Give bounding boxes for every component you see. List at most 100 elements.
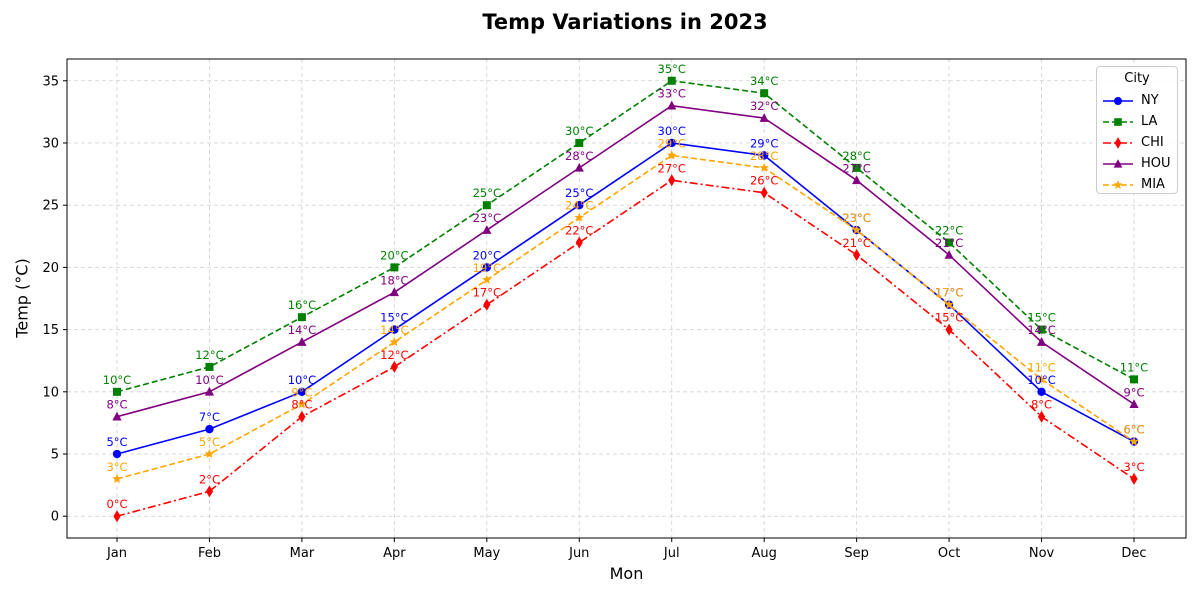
data-point-hou — [389, 287, 399, 297]
x-tick-label: Dec — [1121, 546, 1146, 561]
data-point-mia — [297, 399, 307, 409]
legend-marker-chi — [1114, 137, 1122, 149]
legend-item-la: LA — [1097, 112, 1177, 133]
data-label-mia: 29°C — [658, 136, 686, 150]
data-label-hou: 8°C — [106, 398, 127, 412]
x-tick-label: Apr — [383, 546, 406, 561]
x-tick-label: Feb — [198, 546, 221, 561]
legend-swatch-hou — [1103, 159, 1133, 168]
data-label-mia: 24°C — [565, 199, 593, 213]
data-point-chi — [483, 298, 491, 311]
data-point-mia — [482, 274, 492, 284]
plot-frame — [66, 58, 1187, 539]
data-label-ny: 17°C — [935, 286, 963, 300]
data-label-hou: 23°C — [473, 211, 501, 225]
data-label-ny: 23°C — [842, 211, 870, 225]
data-label-hou: 28°C — [565, 149, 593, 163]
data-label-mia: 17°C — [935, 286, 963, 300]
data-point-mia — [1129, 436, 1139, 446]
legend-label-chi: CHI — [1141, 135, 1164, 150]
data-label-chi: 17°C — [473, 286, 501, 300]
legend-item-hou: HOU — [1097, 154, 1177, 175]
data-point-chi — [113, 510, 121, 523]
series-line-la — [116, 79, 1135, 393]
data-point-hou — [297, 337, 307, 346]
data-point-ny — [297, 387, 307, 397]
data-label-chi: 8°C — [291, 398, 312, 412]
data-label-ny: 25°C — [565, 186, 593, 200]
y-tick-label: 15 — [42, 323, 59, 338]
data-point-ny — [205, 424, 214, 434]
legend-marker-mia — [1113, 180, 1123, 189]
data-label-mia: 14°C — [380, 323, 408, 337]
data-point-hou — [204, 386, 215, 396]
data-point-hou — [1036, 337, 1047, 346]
data-label-la: 25°C — [473, 186, 501, 200]
legend-swatch-la — [1103, 118, 1133, 126]
series-mia — [112, 150, 1139, 483]
data-label-hou: 10°C — [195, 373, 223, 387]
data-label-la: 10°C — [103, 373, 131, 387]
legend-marker-hou — [1113, 159, 1123, 168]
data-label-la: 30°C — [565, 124, 593, 138]
data-label-hou: 14°C — [288, 323, 316, 337]
data-point-chi — [1037, 410, 1046, 423]
data-label-chi: 15°C — [935, 311, 963, 325]
legend-item-ny: NY — [1097, 91, 1177, 112]
data-point-hou — [944, 249, 954, 259]
y-tick-label: 30 — [42, 136, 59, 151]
legend-item-chi: CHI — [1097, 133, 1177, 154]
data-label-mia: 9°C — [291, 385, 312, 399]
series-la — [113, 76, 1138, 396]
data-point-mia — [666, 150, 677, 160]
data-point-ny — [390, 325, 399, 334]
y-axis-label: Temp (°C) — [12, 258, 32, 338]
data-point-chi — [1130, 472, 1138, 485]
data-point-ny — [667, 138, 676, 148]
chart-title: Temp Variations in 2023 — [482, 10, 768, 34]
data-point-hou — [1129, 399, 1139, 409]
data-point-mia — [1036, 374, 1047, 384]
data-label-chi: 26°C — [750, 174, 778, 188]
data-point-mia — [944, 299, 954, 309]
data-point-chi — [575, 236, 583, 249]
data-label-ny: 15°C — [380, 311, 408, 325]
legend-swatch-mia — [1103, 180, 1133, 189]
series-line-hou — [116, 104, 1135, 418]
data-label-la: 22°C — [935, 224, 963, 238]
data-point-chi — [853, 248, 861, 261]
data-label-hou: 32°C — [750, 99, 778, 113]
data-point-chi — [760, 186, 768, 199]
legend-marker-la — [1114, 118, 1122, 126]
legend-swatch-chi — [1103, 137, 1133, 149]
x-tick-label: Jan — [106, 546, 127, 561]
series-line-chi — [116, 179, 1135, 518]
x-tick-label: Sep — [844, 546, 869, 561]
y-tick-label: 10 — [42, 385, 59, 400]
y-tick-label: 5 — [51, 448, 59, 463]
data-label-hou: 18°C — [380, 273, 408, 287]
data-label-mia: 19°C — [473, 261, 501, 275]
data-label-chi: 0°C — [106, 497, 127, 511]
x-tick-label: Jun — [568, 546, 589, 561]
data-point-hou — [482, 225, 492, 234]
data-point-la — [297, 313, 306, 322]
data-label-mia: 28°C — [750, 149, 778, 163]
data-point-la — [113, 387, 121, 396]
data-label-ny: 29°C — [750, 136, 778, 150]
data-label-la: 35°C — [658, 62, 686, 76]
y-tick-label: 25 — [42, 199, 59, 214]
legend: City NY LA CHI HOU MIA — [1096, 66, 1178, 194]
x-tick-label: Aug — [751, 546, 776, 561]
x-tick-label: Oct — [938, 546, 960, 561]
data-point-la — [945, 238, 954, 247]
data-point-la — [575, 138, 584, 147]
series-chi — [113, 174, 1138, 523]
legend-title: City — [1124, 71, 1150, 86]
data-point-ny — [575, 200, 584, 210]
data-point-ny — [482, 263, 492, 272]
data-point-hou — [112, 411, 122, 421]
data-label-chi: 2°C — [199, 472, 220, 486]
series-ny — [112, 138, 1139, 459]
data-point-la — [205, 362, 214, 371]
